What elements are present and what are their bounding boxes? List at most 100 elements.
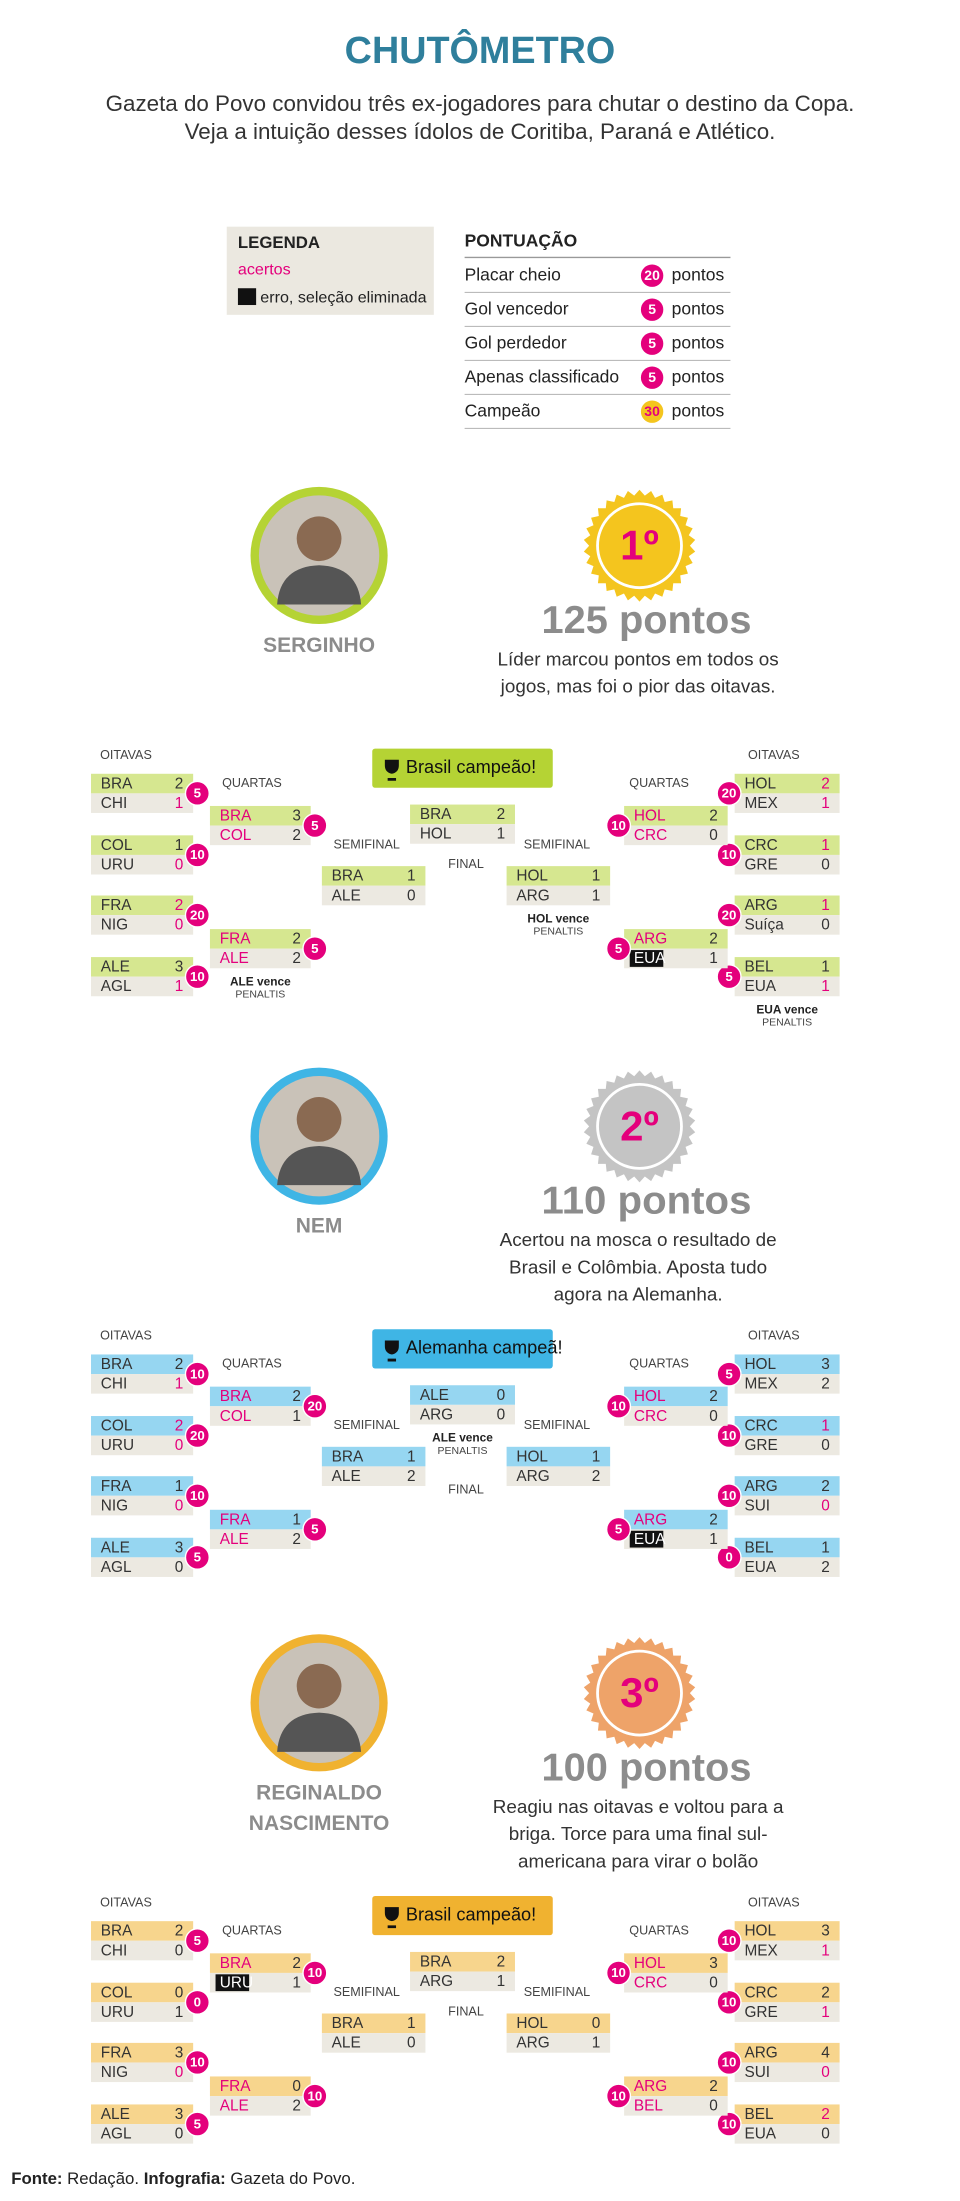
scoring-label: Gol perdedor [465,332,567,352]
team-row [734,793,840,813]
points-value: 5 [648,335,656,351]
team-row [91,2104,194,2125]
team-row [410,1971,515,1992]
team-score: 1 [592,1448,601,1465]
team-row [91,1537,194,1558]
round-label: FINAL [448,2004,484,2018]
points-value: 10 [190,969,205,984]
team-score: 1 [292,1408,301,1425]
champion-text: Alemanha campeã! [406,1338,563,1358]
points-badge [639,331,665,357]
team-score: 1 [175,978,184,995]
team-name: EUA [744,1559,776,1576]
points-badge [716,780,742,806]
team-score: 2 [175,1923,184,1940]
footer-credit: Gazeta do Povo. [230,2169,355,2188]
team-row [91,2042,194,2063]
points-badge [639,399,665,425]
team-name: ALE [101,959,130,976]
points-value: 5 [725,969,733,984]
round-label: OITAVAS [748,1329,800,1343]
team-name: BRA [420,1953,452,1970]
round-label: QUARTAS [222,1357,282,1371]
team-name: ARG [634,1511,667,1528]
team-row [734,1982,840,2003]
team-score: 2 [821,1559,830,1576]
team-row [91,1940,194,1961]
champion-text: Brasil campeão! [406,757,536,777]
team-score: 1 [497,826,506,843]
description: Acertou na mosca o resultado de [500,1230,777,1251]
team-name: EUA [744,2126,776,2143]
team-row [734,1374,840,1394]
points-badge [184,1989,210,2015]
trophy-icon [384,1907,399,1929]
team-score: 0 [709,1974,718,1991]
team-name: CRC [744,1418,777,1435]
team-name: FRA [220,1511,251,1528]
team-score: 2 [292,827,301,844]
points-value: 20 [190,1428,205,1443]
team-score: 1 [407,1448,416,1465]
team-row [734,1921,840,1941]
team-row [506,2013,611,2034]
round-label: SEMIFINAL [524,1418,590,1432]
team-name: FRA [220,2078,251,2095]
points-badge [605,936,632,962]
round-label: SEMIFINAL [333,1985,399,1999]
team-name: ARG [634,2078,667,2095]
team-name: BRA [420,806,452,823]
team-row [321,2013,426,2034]
team-score: 2 [292,931,301,948]
team-score: 4 [821,2044,830,2061]
score-total: 100 pontos [542,1746,752,1789]
points-badge [716,1423,742,1449]
points-badge [716,1483,742,1509]
medal-inner [596,502,683,590]
points-badge [716,842,742,868]
team-row [734,957,840,977]
team-name: COL [101,1418,133,1435]
points-value: 10 [307,2088,322,2103]
points-badge [716,1989,742,2015]
team-score: 1 [175,2004,184,2021]
team-name: NIG [101,917,128,934]
score-total: 125 pontos [542,599,752,642]
team-name: URU [220,1974,253,1991]
team-row [624,805,728,826]
team-score: 3 [175,959,184,976]
team-name: GRE [744,1437,777,1454]
points-badge [716,2111,742,2137]
points-badge [639,297,665,323]
team-name: AGL [101,1559,132,1576]
photo-head [296,516,342,562]
photo-body [277,1712,362,1752]
team-row [209,805,311,826]
team-row [91,1374,194,1394]
points-value: 5 [311,941,319,956]
team-row [506,1446,611,1467]
team-score: 1 [175,795,184,812]
team-name: CRC [634,1974,667,1991]
team-row [624,1386,728,1407]
team-name: BEL [744,959,774,976]
team-row [209,2076,311,2097]
team-name: SUI [744,2064,770,2081]
team-score: 0 [497,1406,506,1423]
team-name: ALE [220,2098,249,2115]
trophy-icon [384,759,399,781]
points-value: 10 [611,2088,626,2103]
round-label: QUARTAS [629,1923,689,1937]
champion-banner [372,748,553,788]
team-row [506,885,611,906]
team-score: 3 [175,2044,184,2061]
note: ALE vence [230,974,291,988]
round-label: QUARTAS [222,776,282,790]
points-badge [184,780,210,806]
team-score: 2 [821,1984,830,2001]
team-score: 2 [821,775,830,792]
team-name: ALE [332,2035,361,2052]
points-badge [184,1361,210,1387]
points-value: 0 [194,1995,201,2010]
